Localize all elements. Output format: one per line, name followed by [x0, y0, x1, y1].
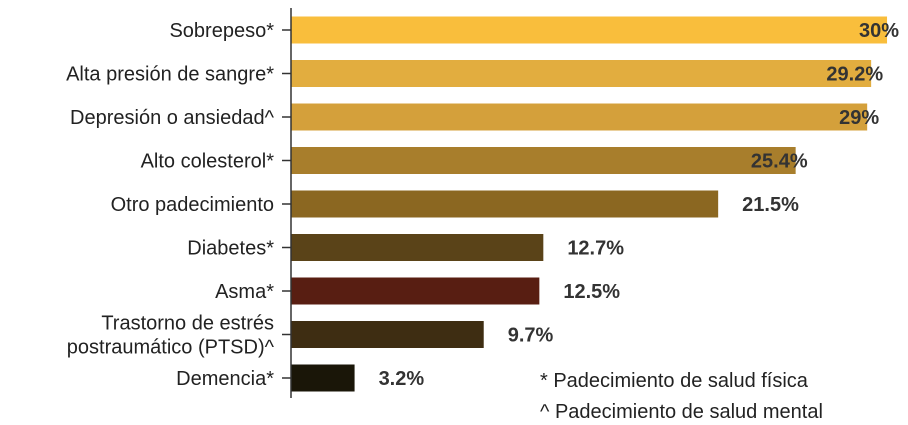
value-label: 29.2% — [826, 64, 883, 86]
category-label: Demencia* — [176, 368, 274, 390]
bar — [291, 190, 719, 218]
value-label: 3.2% — [379, 368, 425, 390]
category-label: Alto colesterol* — [141, 151, 275, 173]
value-label: 12.7% — [567, 238, 624, 260]
category-label: Depresión o ansiedad^ — [70, 107, 275, 129]
category-label: Otro padecimiento — [111, 194, 274, 216]
bar — [291, 103, 868, 131]
value-label: 29% — [839, 107, 879, 129]
value-label: 30% — [859, 20, 899, 42]
bars-layer — [291, 16, 888, 392]
physical-note: * Padecimiento de salud física — [540, 370, 809, 392]
category-label: Sobrepeso* — [169, 20, 274, 42]
labels-layer: Sobrepeso* 30% Alta presión de sangre* 29.2… — [66, 20, 899, 390]
value-label: 12.5% — [563, 281, 620, 303]
bar — [291, 60, 872, 87]
category-label: Asma* — [215, 281, 274, 303]
category-label: Trastorno de estrés — [101, 313, 274, 335]
bar — [291, 364, 355, 392]
value-label: 21.5% — [742, 194, 799, 216]
bar — [291, 277, 540, 305]
mental-note: ^ Padecimiento de salud mental — [540, 401, 823, 423]
category-label: Alta presión de sangre* — [66, 64, 274, 86]
category-label: Diabetes* — [187, 238, 274, 260]
category-label: postraumático (PTSD)^ — [67, 337, 275, 359]
bar — [291, 321, 484, 348]
value-label: 25.4% — [751, 151, 808, 173]
value-label: 9.7% — [508, 325, 554, 347]
bar — [291, 147, 796, 174]
bar — [291, 234, 544, 261]
bar — [291, 16, 888, 44]
